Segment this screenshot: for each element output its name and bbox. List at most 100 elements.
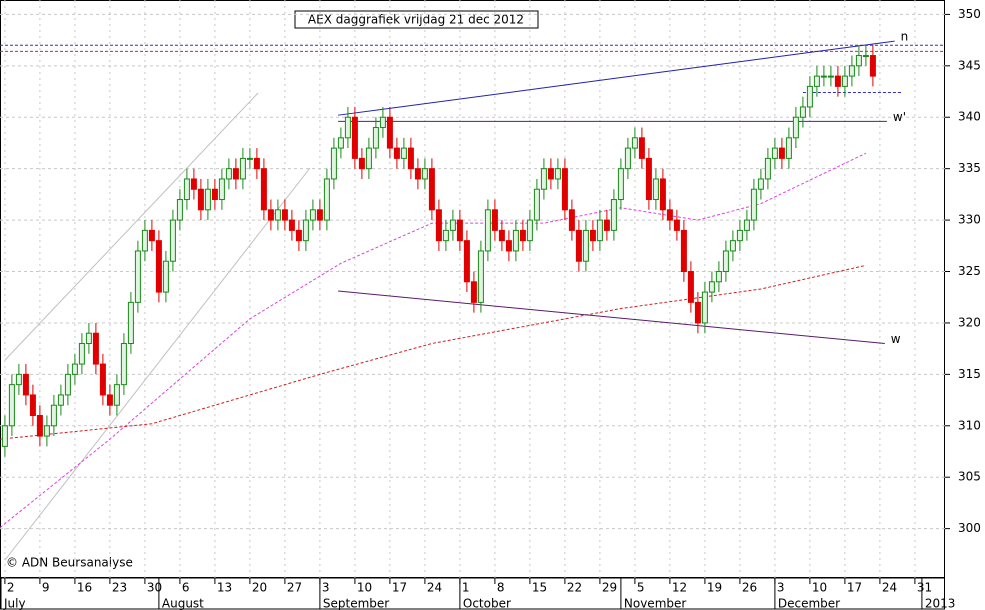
candle-body <box>92 332 99 365</box>
candle-body <box>337 137 344 149</box>
candle-body <box>8 384 15 427</box>
candle-body <box>393 147 400 159</box>
channel-line <box>4 92 259 361</box>
x-tick-label: 15 <box>532 581 547 595</box>
candle-body <box>491 209 498 231</box>
candle-body <box>442 229 449 242</box>
candle-body <box>750 188 757 221</box>
y-tick-label: 305 <box>958 470 981 484</box>
candle-body <box>624 147 631 170</box>
month-label: September <box>323 597 389 610</box>
candle-body <box>687 271 694 303</box>
x-tick-label: 9 <box>42 581 50 595</box>
candle-body <box>162 260 169 293</box>
candle-body <box>736 229 743 242</box>
candle-body <box>722 250 729 273</box>
candle-body <box>568 209 575 231</box>
candle-body <box>330 147 337 180</box>
y-tick-label: 335 <box>958 161 981 175</box>
candle-body <box>169 219 176 262</box>
candle-body <box>29 394 36 417</box>
candle-body <box>708 281 715 293</box>
candle-body <box>386 116 393 149</box>
candle-body <box>99 363 106 396</box>
candle-body <box>512 229 519 252</box>
x-tick-label: 23 <box>112 581 127 595</box>
candle-body <box>351 116 358 159</box>
candle-body <box>323 178 330 221</box>
candle-body <box>197 188 204 211</box>
candle-body <box>694 301 701 324</box>
candle-body <box>85 332 92 345</box>
candle-body <box>260 168 267 211</box>
y-tick-label: 300 <box>958 521 981 535</box>
trend-line <box>338 40 895 116</box>
candle-body <box>239 157 246 180</box>
candle-body <box>603 219 610 231</box>
candle-body <box>841 75 848 87</box>
candle-body <box>57 394 64 406</box>
x-tick-label: 6 <box>182 581 190 595</box>
x-tick-label: 20 <box>252 581 267 595</box>
candle-body <box>43 425 50 437</box>
candle-body <box>407 147 414 170</box>
candle-body <box>631 137 638 149</box>
candle-body <box>253 157 260 170</box>
y-tick-label: 350 <box>958 7 981 21</box>
candle-body <box>575 229 582 262</box>
candle-body <box>526 219 533 242</box>
candle-body <box>834 75 841 87</box>
y-tick-label: 330 <box>958 213 981 227</box>
x-tick-label: 17 <box>847 581 862 595</box>
candle-body <box>701 291 708 324</box>
candle-body <box>400 147 407 159</box>
candle-body <box>519 229 526 242</box>
x-tick-label: 3 <box>322 581 330 595</box>
candle-body <box>652 178 659 201</box>
x-tick-label: 13 <box>217 581 232 595</box>
candle-body <box>806 85 813 108</box>
candle-body <box>148 229 155 242</box>
candle-body <box>799 106 806 118</box>
trend-label: w' <box>893 110 906 124</box>
candle-body <box>855 55 862 67</box>
candle-body <box>666 209 673 221</box>
candle-body <box>246 157 253 160</box>
candle-body <box>1 425 8 447</box>
title-box <box>294 10 539 29</box>
candle-body <box>183 178 190 201</box>
candle-body <box>456 219 463 242</box>
x-tick-label: 26 <box>742 581 757 595</box>
candle-body <box>715 271 722 283</box>
candle-body <box>813 75 820 87</box>
y-tick-label: 320 <box>958 315 981 329</box>
candle-body <box>792 116 799 139</box>
y-tick-label: 325 <box>958 264 981 278</box>
candle-body <box>50 404 57 427</box>
month-label: November <box>624 597 686 610</box>
trend-label: n <box>901 30 909 44</box>
candle-body <box>547 168 554 180</box>
candle-body <box>463 240 470 283</box>
candle-body <box>344 116 351 139</box>
candle-body <box>785 137 792 159</box>
month-label: December <box>778 597 840 610</box>
candle-body <box>36 415 43 437</box>
x-tick-label: 30 <box>147 581 162 595</box>
candle-body <box>316 209 323 221</box>
x-tick-label: 24 <box>427 581 442 595</box>
candle-body <box>211 188 218 201</box>
candle-body <box>225 168 232 180</box>
candle-body <box>617 168 624 201</box>
candle-body <box>848 65 855 77</box>
candle-body <box>435 209 442 242</box>
candle-body <box>477 250 484 303</box>
candle-body <box>582 229 589 262</box>
trend-label: w <box>891 332 901 346</box>
x-tick-label: 17 <box>392 581 407 595</box>
x-tick-label: 10 <box>357 581 372 595</box>
y-tick-label: 340 <box>958 110 981 124</box>
y-tick-label: 315 <box>958 367 981 381</box>
